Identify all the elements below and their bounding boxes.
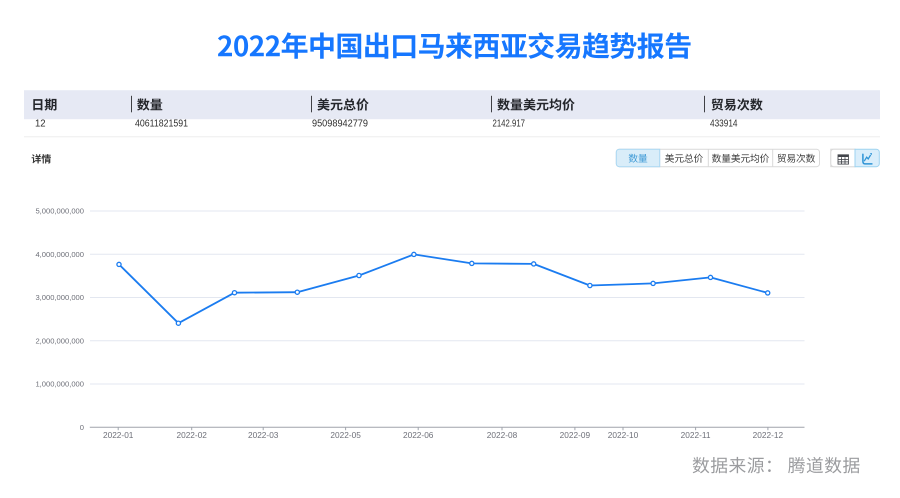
svg-text:12: 12	[35, 119, 46, 130]
svg-text:2022-02: 2022-02	[176, 430, 207, 440]
svg-text:2022-01: 2022-01	[103, 430, 134, 440]
svg-text:2022-08: 2022-08	[487, 430, 518, 440]
svg-text:2022-03: 2022-03	[248, 430, 279, 440]
svg-text:5,000,000,000: 5,000,000,000	[35, 207, 84, 216]
svg-text:1,000,000,000: 1,000,000,000	[35, 380, 84, 389]
svg-text:2022-06: 2022-06	[403, 430, 434, 440]
svg-text:2022-12: 2022-12	[753, 430, 784, 440]
svg-text:2022-11: 2022-11	[681, 430, 711, 440]
svg-text:40611821591: 40611821591	[135, 119, 188, 130]
svg-text:2,000,000,000: 2,000,000,000	[35, 336, 84, 345]
svg-text:2142.917: 2142.917	[493, 119, 526, 130]
svg-text:433914: 433914	[710, 119, 738, 130]
svg-text:3,000,000,000: 3,000,000,000	[35, 293, 84, 302]
svg-text:2022-09: 2022-09	[560, 430, 591, 440]
svg-text:2022-10: 2022-10	[608, 430, 639, 440]
svg-text:95098942779: 95098942779	[312, 119, 368, 130]
svg-text:4,000,000,000: 4,000,000,000	[35, 250, 84, 259]
svg-text:0: 0	[80, 423, 84, 432]
svg-text:2022-05: 2022-05	[330, 430, 361, 440]
